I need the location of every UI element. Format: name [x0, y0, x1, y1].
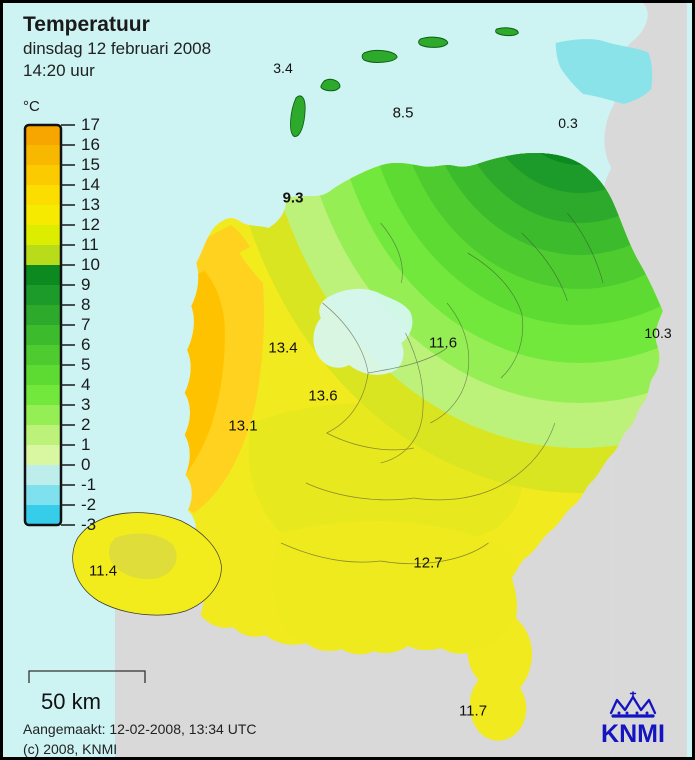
- svg-text:KNMI: KNMI: [601, 720, 665, 748]
